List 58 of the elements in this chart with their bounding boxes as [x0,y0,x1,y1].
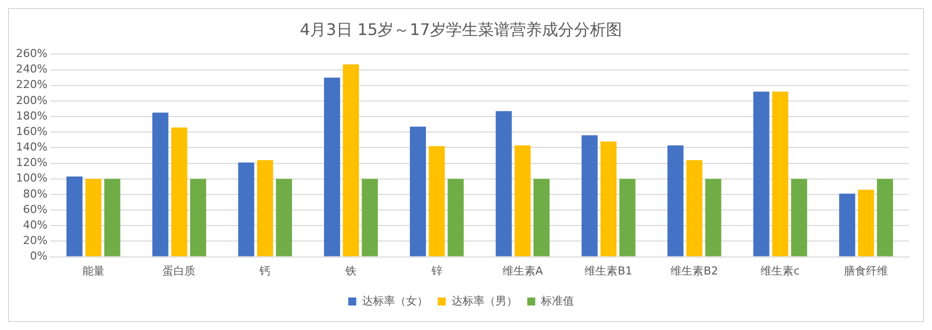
bar [342,64,359,256]
bar [858,190,874,256]
x-tick-label: 蛋白质 [162,264,196,278]
y-tick-label: 200% [16,94,48,107]
y-tick-label: 100% [16,172,48,185]
bar [839,194,856,256]
y-tick-label: 80% [22,187,48,200]
bar [152,112,168,256]
legend-label: 达标率（男） [451,294,518,308]
bar [514,145,531,256]
y-tick-label: 240% [16,62,48,76]
x-tick-label: 膳食纤维 [844,264,888,278]
bar [619,178,636,256]
y-tick-label: 140% [16,140,48,154]
y-tick-label: 180% [16,109,48,122]
bar [582,135,598,256]
y-tick-label: 60% [22,202,48,216]
bar [276,178,292,256]
bar [190,178,206,256]
x-tick-label: 维生素B2 [670,264,718,278]
bar [772,92,788,256]
bar [104,178,120,256]
y-tick-label: 20% [22,234,48,248]
chart-title: 4月3日 15岁～17岁学生菜谱营养成分分析图 [300,20,622,39]
y-tick-label: 220% [16,78,48,92]
x-tick-label: 维生素c [760,264,800,278]
legend-label: 标准值 [540,294,574,308]
bar [705,178,722,256]
bar [753,92,770,256]
bar [257,160,274,256]
x-tick-label: 钙 [258,264,271,278]
x-tick-label: 锌 [430,264,442,278]
y-tick-label: 260% [16,47,48,60]
bar [85,178,102,256]
bar [171,127,188,256]
y-tick-label: 40% [22,218,48,232]
x-tick-label: 维生素A [502,264,544,278]
bar [238,162,254,256]
bar [791,178,808,256]
bar [667,145,684,256]
bar [410,126,426,256]
y-tick-label: 0% [30,250,48,263]
bar [876,178,893,256]
x-tick-label: 铁 [344,264,356,278]
bar [534,178,550,256]
y-tick-label: 160% [16,124,48,138]
bar [686,160,702,256]
bar [496,111,512,256]
bar [600,141,617,256]
x-tick-label: 能量 [82,264,104,278]
x-tick-label: 维生素B1 [584,264,632,278]
bar [362,178,378,256]
bar [324,78,340,256]
y-tick-label: 120% [16,156,48,170]
bar [448,178,464,256]
bar [428,146,445,256]
bar [66,176,83,256]
legend-label: 达标率（女） [362,294,428,308]
